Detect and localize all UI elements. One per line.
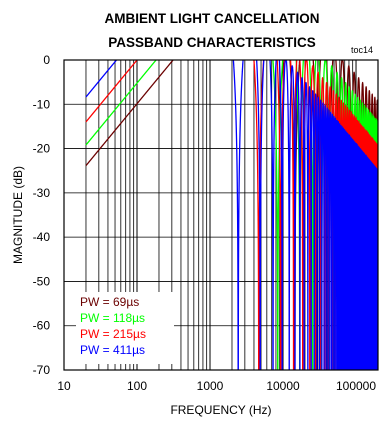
legend-background <box>76 292 174 364</box>
x-tick-label: 1000 <box>197 379 224 393</box>
x-tick-labels: 10 100 1000 10000 100000 <box>57 379 376 393</box>
y-tick-label: -20 <box>33 142 51 156</box>
y-tick-label: 0 <box>43 53 50 67</box>
y-tick-labels: 0 -10 -20 -30 -40 -50 -60 -70 <box>33 53 51 377</box>
y-axis-label: MAGNITUDE (dB) <box>11 166 25 264</box>
legend-entry: PW = 215µs <box>80 327 146 341</box>
y-tick-label: -70 <box>33 363 51 377</box>
curves <box>85 60 378 370</box>
x-tick-label: 100 <box>127 379 147 393</box>
x-tick-label: 10000 <box>266 379 300 393</box>
y-tick-label: -10 <box>33 97 51 111</box>
figure-tag: toc14 <box>351 45 373 55</box>
y-tick-label: -50 <box>33 274 51 288</box>
x-axis-label: FREQUENCY (Hz) <box>170 403 271 417</box>
legend-entry: PW = 411µs <box>80 343 145 357</box>
plot-frame <box>63 59 379 371</box>
series-line <box>85 60 378 370</box>
y-tick-label: -40 <box>33 230 51 244</box>
x-tick-label: 100000 <box>336 379 376 393</box>
legend: PW = 69µs PW = 118µs PW = 215µs PW = 411µs <box>76 292 174 364</box>
legend-entry: PW = 118µs <box>80 311 145 325</box>
chart-title-line-2: PASSBAND CHARACTERISTICS <box>108 35 316 50</box>
series-line <box>85 60 378 370</box>
y-tick-label: -60 <box>33 319 51 333</box>
chart-title-line-1: AMBIENT LIGHT CANCELLATION <box>105 11 320 26</box>
legend-entry: PW = 69µs <box>80 295 139 309</box>
x-tick-label: 10 <box>57 379 71 393</box>
y-tick-label: -30 <box>33 186 51 200</box>
